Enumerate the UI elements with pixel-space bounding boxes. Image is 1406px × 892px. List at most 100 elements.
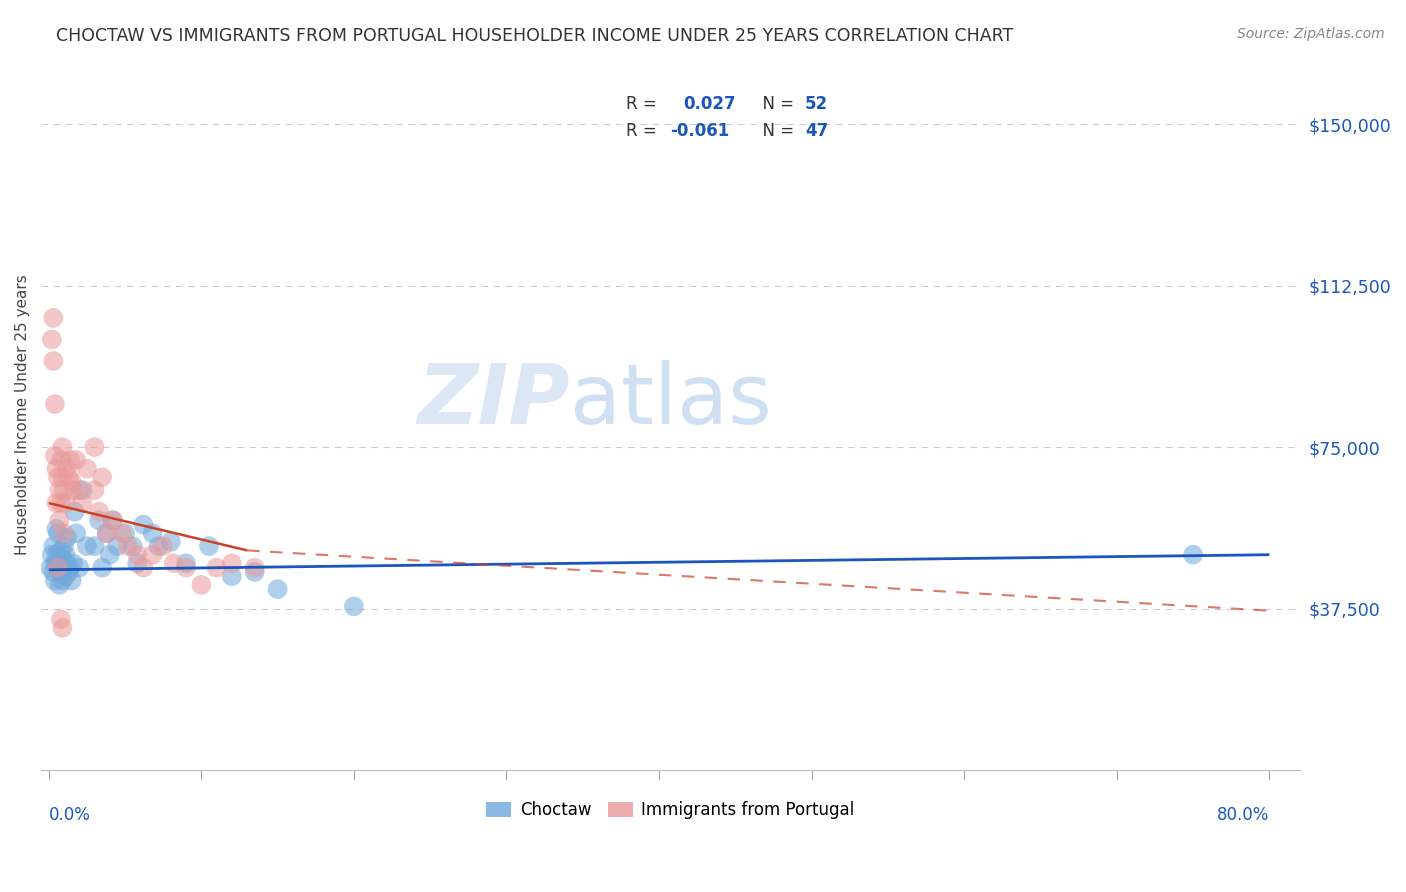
Point (159, 534, 181, 549)
Point (42, 565, 65, 579)
Legend: Choctaw, Immigrants from Portugal: Choctaw, Immigrants from Portugal (479, 794, 862, 826)
Point (42, 354, 65, 368)
Point (55, 569, 77, 583)
Text: 0.027: 0.027 (683, 95, 735, 112)
Point (221, 557, 243, 571)
Point (46, 526, 69, 541)
Point (59, 560, 82, 574)
Point (243, 560, 266, 574)
Point (48, 483, 70, 497)
Point (174, 560, 197, 574)
Text: ZIP: ZIP (418, 360, 569, 441)
Point (62, 557, 84, 571)
Point (62, 483, 84, 497)
Point (117, 539, 139, 553)
Text: CHOCTAW VS IMMIGRANTS FROM PORTUGAL HOUSEHOLDER INCOME UNDER 25 YEARS CORRELATIO: CHOCTAW VS IMMIGRANTS FROM PORTUGAL HOUS… (56, 27, 1014, 45)
Point (46, 470, 69, 484)
Point (49, 565, 72, 579)
Point (49, 453, 72, 467)
Text: Source: ZipAtlas.com: Source: ZipAtlas.com (1237, 27, 1385, 41)
Point (60, 475, 83, 489)
Point (49, 612, 72, 626)
Point (141, 548, 163, 562)
Point (49, 496, 72, 510)
Text: 80.0%: 80.0% (1218, 805, 1270, 823)
Point (39, 560, 62, 574)
Point (141, 526, 163, 541)
Text: N =: N = (752, 121, 800, 140)
Point (67, 483, 90, 497)
Point (46, 560, 69, 574)
Point (55, 496, 77, 510)
Point (63, 505, 86, 519)
Point (45, 522, 67, 536)
Point (114, 526, 136, 541)
Point (56, 531, 79, 545)
Text: atlas: atlas (569, 360, 772, 441)
Point (198, 539, 221, 553)
Point (132, 517, 155, 532)
Point (205, 560, 228, 574)
Point (87, 505, 110, 519)
Point (51, 470, 73, 484)
Point (174, 557, 197, 571)
Point (91, 560, 114, 574)
Point (48, 557, 70, 571)
Text: N =: N = (752, 95, 800, 112)
Point (111, 526, 134, 541)
Point (51, 440, 73, 454)
Point (42, 539, 65, 553)
Point (72, 496, 94, 510)
Point (45, 548, 67, 562)
Point (98, 548, 121, 562)
Point (51, 552, 73, 566)
Point (59, 453, 82, 467)
Point (53, 560, 76, 574)
Point (42, 310, 65, 325)
Point (44, 449, 66, 463)
Point (132, 560, 155, 574)
Point (65, 526, 87, 541)
Point (87, 513, 110, 527)
Point (48, 578, 70, 592)
Point (56, 557, 79, 571)
Point (343, 599, 366, 614)
Point (1182, 548, 1205, 562)
Point (121, 539, 143, 553)
Point (65, 453, 87, 467)
Point (41, 333, 63, 347)
Text: R =: R = (627, 121, 662, 140)
Point (58, 565, 80, 579)
Point (53, 539, 76, 553)
Point (44, 557, 66, 571)
Point (45, 461, 67, 475)
Point (243, 565, 266, 579)
Point (51, 621, 73, 635)
Text: -0.061: -0.061 (671, 121, 730, 140)
Point (76, 461, 98, 475)
Point (48, 513, 70, 527)
Point (53, 483, 76, 497)
Point (127, 548, 149, 562)
Text: R =: R = (627, 95, 668, 112)
Point (55, 548, 77, 562)
Point (91, 470, 114, 484)
Point (83, 440, 105, 454)
Point (221, 569, 243, 583)
Point (152, 539, 174, 553)
Point (148, 539, 170, 553)
Point (83, 483, 105, 497)
Point (83, 539, 105, 553)
Point (56, 461, 79, 475)
Point (72, 483, 94, 497)
Text: 47: 47 (806, 121, 828, 140)
Point (101, 513, 124, 527)
Point (266, 582, 288, 597)
Text: 0.0%: 0.0% (49, 805, 90, 823)
Point (44, 574, 66, 588)
Point (46, 560, 69, 574)
Point (107, 539, 129, 553)
Point (101, 513, 124, 527)
Point (53, 526, 76, 541)
Point (51, 574, 73, 588)
